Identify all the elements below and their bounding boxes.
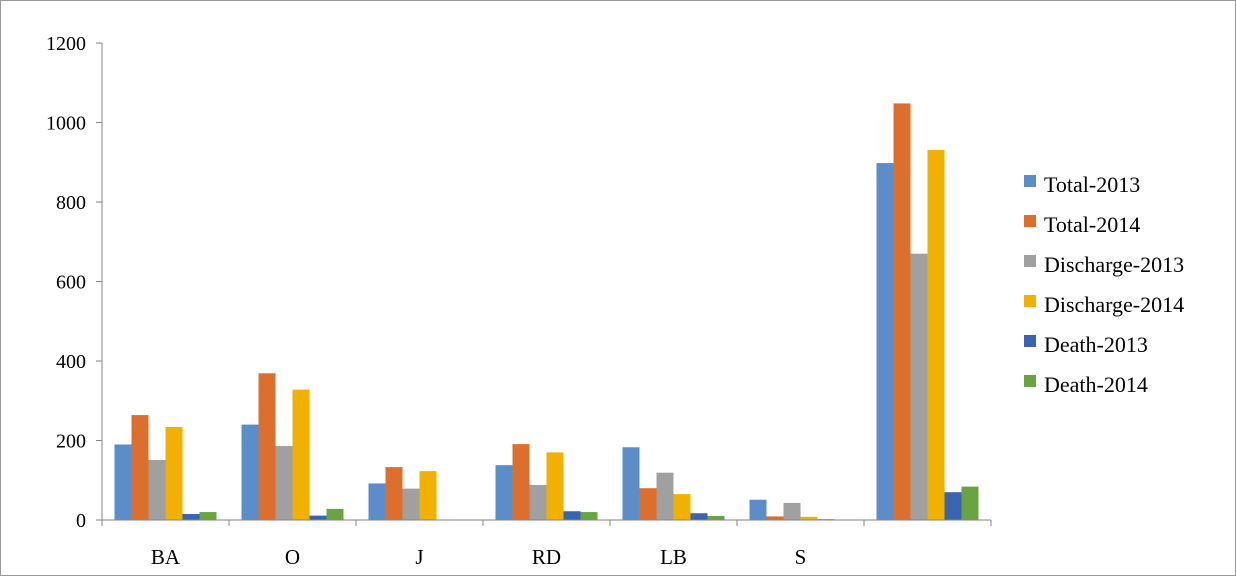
bar-total-2013 bbox=[115, 444, 132, 520]
bar-death-2013 bbox=[564, 511, 581, 520]
bar-death-2014 bbox=[962, 487, 979, 520]
legend-label: Death-2014 bbox=[1044, 372, 1148, 397]
bar-total-2014 bbox=[640, 488, 657, 520]
x-category-label: J bbox=[415, 545, 423, 569]
bar-death-2013 bbox=[183, 514, 200, 520]
bar-death-2014 bbox=[708, 516, 725, 520]
bar-death-2014 bbox=[200, 512, 217, 520]
x-category-label: O bbox=[285, 545, 300, 569]
bar-total-2013 bbox=[369, 483, 386, 520]
bar-discharge-2013 bbox=[911, 254, 928, 520]
plot-area bbox=[115, 103, 979, 520]
x-category-label: BA bbox=[151, 545, 181, 569]
bar-discharge-2013 bbox=[403, 489, 420, 520]
bar-death-2013 bbox=[310, 516, 327, 520]
x-category-label: S bbox=[795, 545, 807, 569]
bar-total-2013 bbox=[496, 465, 513, 520]
legend-swatch bbox=[1024, 295, 1036, 307]
bar-discharge-2014 bbox=[166, 427, 183, 520]
bar-total-2013 bbox=[877, 163, 894, 520]
legend-swatch bbox=[1024, 215, 1036, 227]
y-tick-label: 0 bbox=[76, 510, 86, 532]
legend-swatch bbox=[1024, 335, 1036, 347]
y-axis: 0 200 400 600 800 1000 1200 bbox=[46, 33, 102, 532]
bar-total-2013 bbox=[242, 425, 259, 520]
bar-discharge-2013 bbox=[657, 473, 674, 520]
bar-discharge-2013 bbox=[276, 446, 293, 520]
y-tick-label: 400 bbox=[56, 351, 86, 373]
x-category-label: LB bbox=[660, 545, 687, 569]
bar-discharge-2013 bbox=[784, 503, 801, 520]
legend-label: Discharge-2013 bbox=[1044, 252, 1184, 277]
bar-total-2014 bbox=[386, 467, 403, 520]
y-tick-label: 800 bbox=[56, 192, 86, 214]
bar-death-2013 bbox=[691, 513, 708, 520]
legend-swatch bbox=[1024, 375, 1036, 387]
x-axis: BA O J RD LB S bbox=[102, 520, 991, 569]
bar-discharge-2014 bbox=[674, 494, 691, 520]
legend-swatch bbox=[1024, 175, 1036, 187]
y-tick-label: 1000 bbox=[46, 113, 86, 135]
bar-discharge-2013 bbox=[530, 485, 547, 520]
bar-death-2013 bbox=[945, 492, 962, 520]
legend-label: Total-2014 bbox=[1044, 212, 1140, 237]
y-tick-label: 600 bbox=[56, 272, 86, 294]
bar-discharge-2013 bbox=[149, 460, 166, 520]
bar-total-2014 bbox=[259, 373, 276, 520]
bar-total-2013 bbox=[750, 500, 767, 520]
legend-swatch bbox=[1024, 255, 1036, 267]
bar-death-2014 bbox=[327, 509, 344, 520]
legend-label: Discharge-2014 bbox=[1044, 292, 1184, 317]
bar-total-2014 bbox=[894, 103, 911, 520]
bar-discharge-2014 bbox=[420, 471, 437, 520]
bar-total-2013 bbox=[623, 447, 640, 520]
bar-total-2014 bbox=[132, 415, 149, 520]
bar-death-2014 bbox=[581, 512, 598, 520]
y-tick-label: 1200 bbox=[46, 33, 86, 55]
bar-discharge-2014 bbox=[928, 150, 945, 520]
legend-label: Death-2013 bbox=[1044, 332, 1148, 357]
y-tick-label: 200 bbox=[56, 431, 86, 453]
legend: Total-2013 Total-2014 Discharge-2013 Discha… bbox=[1024, 172, 1184, 397]
bar-total-2014 bbox=[767, 516, 784, 520]
legend-label: Total-2013 bbox=[1044, 172, 1140, 197]
bar-discharge-2014 bbox=[547, 452, 564, 520]
bar-discharge-2014 bbox=[293, 390, 310, 520]
bar-total-2014 bbox=[513, 444, 530, 520]
x-category-label: RD bbox=[532, 545, 561, 569]
